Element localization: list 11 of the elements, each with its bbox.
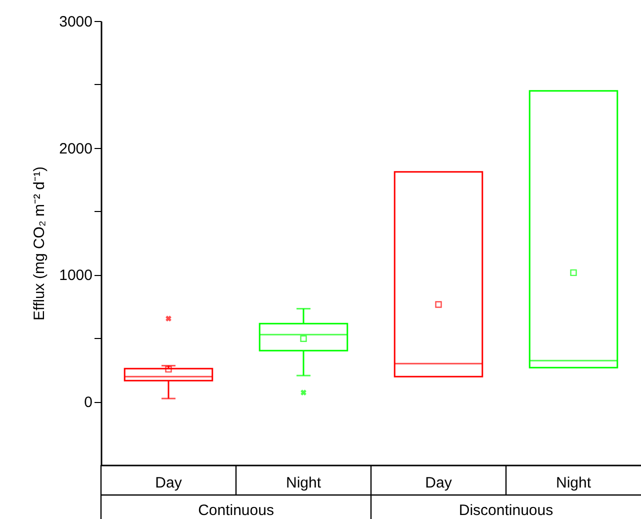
y-tick-label: 0	[84, 394, 92, 412]
x-tick-label: Night	[556, 474, 592, 492]
y-axis-title: Efflux (mg CO₂ m⁻² d⁻¹)	[31, 166, 48, 320]
x-tick-label: Day	[425, 474, 452, 492]
y-tick-label: 2000	[59, 140, 92, 158]
y-tick-label: 1000	[59, 267, 92, 284]
text: Discontinuous	[458, 502, 554, 519]
x-tick-label: Night	[286, 474, 322, 492]
text: Continuous	[198, 502, 274, 519]
y-tick-label: 3000	[59, 14, 92, 30]
x-tick-label: Day	[155, 474, 182, 492]
